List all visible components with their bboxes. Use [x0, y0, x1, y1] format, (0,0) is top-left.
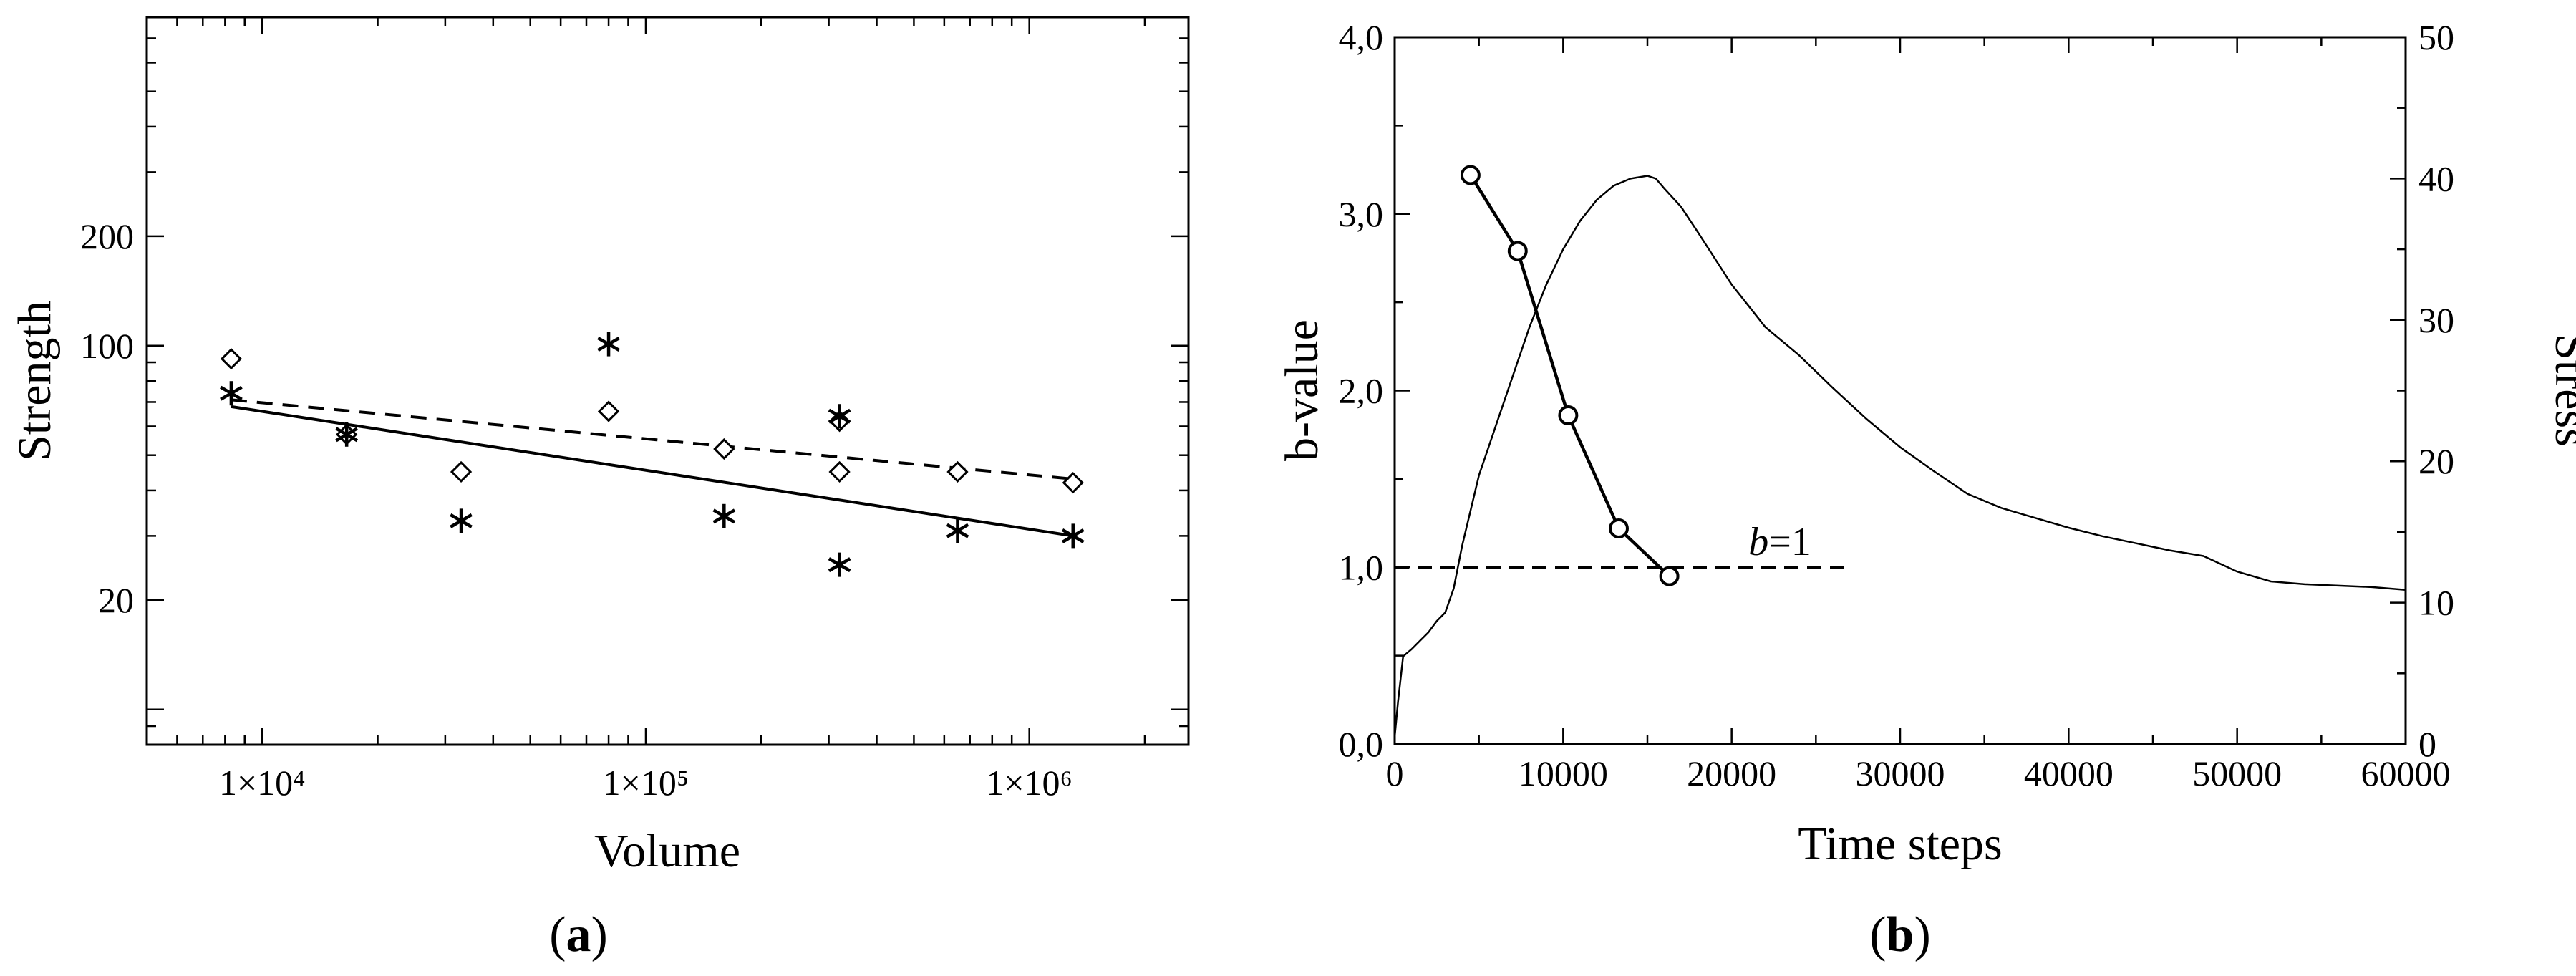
- b-value-point: [1507, 241, 1528, 261]
- x-tick-label: 40000: [2024, 753, 2113, 793]
- b-value-point: [1608, 518, 1629, 538]
- annotation-b: b: [1748, 520, 1768, 564]
- panel-b-caption: (b): [1869, 907, 1931, 962]
- diamond-marker: [450, 460, 473, 483]
- x-tick-label: 1×10⁶: [986, 763, 1072, 803]
- star-stroke: [946, 523, 969, 538]
- star-marker: [712, 503, 736, 528]
- panel-a-caption-letter: a: [566, 907, 591, 962]
- panel-b-tick-labels: 0 10000 20000 30000 40000 50000 60000 0,0 1,0 2,0…: [1339, 17, 2455, 793]
- star-stroke: [450, 513, 473, 528]
- x-tick-label: 0: [1386, 753, 1404, 793]
- y2-tick-label: 0: [2418, 724, 2436, 764]
- x-tick-label: 20000: [1687, 753, 1776, 793]
- star-marker: [450, 508, 473, 533]
- star-stroke: [828, 408, 851, 424]
- star-marker: [828, 404, 851, 429]
- star-marker: [597, 332, 620, 357]
- star-stroke: [1061, 528, 1085, 543]
- star-stroke: [220, 385, 243, 401]
- panel-b-x-axis-label: Time steps: [1798, 818, 2002, 870]
- solid-fit-line: [231, 405, 1074, 538]
- panel-b: 0 10000 20000 30000 40000 50000 60000 0,0 1,0 2,0…: [1276, 17, 2576, 962]
- b-value-point: [1558, 405, 1579, 426]
- panel-a-fit-lines: [231, 398, 1074, 538]
- annotation-eq: =1: [1768, 520, 1811, 564]
- star-marker: [946, 518, 969, 543]
- panel-a-tick-labels: 1×10⁴ 1×10⁵ 1×10⁶ 20 100 200: [80, 216, 1072, 803]
- y2-tick-label: 30: [2418, 300, 2454, 340]
- star-stroke: [335, 427, 359, 443]
- x-tick-label: 30000: [1856, 753, 1945, 793]
- x-tick-label: 1×10⁵: [603, 763, 689, 803]
- y2-tick-label: 20: [2418, 441, 2454, 481]
- y-tick-label: 1,0: [1339, 547, 1384, 587]
- panel-b-plot-frame: [1393, 36, 2407, 745]
- panel-a-markers: [220, 332, 1085, 577]
- y-tick-label: 2,0: [1339, 371, 1384, 411]
- panel-b-lines: [1393, 174, 2406, 738]
- dashed-fit-line: [231, 398, 1073, 480]
- y-tick-label: 20: [98, 580, 134, 620]
- x-tick-label: 60000: [2361, 753, 2451, 793]
- diamond-marker: [713, 438, 735, 460]
- star-marker: [828, 552, 851, 577]
- star-marker: [220, 381, 243, 406]
- y-tick-label: 3,0: [1339, 194, 1384, 234]
- b-value-point: [1460, 165, 1481, 185]
- panel-a-ticks: [145, 16, 1188, 746]
- b-value-point: [1659, 566, 1680, 586]
- y-tick-label: 4,0: [1339, 17, 1384, 57]
- x-tick-label: 50000: [2192, 753, 2282, 793]
- stress-line: [1393, 175, 2406, 738]
- x-tick-label: 10000: [1519, 753, 1608, 793]
- panel-b-y-axis-label: b-value: [1276, 319, 1328, 461]
- y2-tick-label: 40: [2418, 158, 2454, 198]
- panel-a-y-axis-label: Strength: [9, 301, 61, 461]
- b-value-line: [1468, 174, 1671, 578]
- y-tick-label: 200: [80, 216, 134, 256]
- star-marker: [1061, 523, 1085, 549]
- diamond-marker: [828, 460, 851, 483]
- panel-a-caption: (a): [549, 907, 608, 962]
- panel-a-plot-frame: [145, 16, 1190, 746]
- panel-b-caption-letter: b: [1887, 907, 1914, 962]
- star-stroke: [597, 337, 620, 352]
- diamond-marker: [946, 460, 969, 483]
- y2-tick-label: 10: [2418, 583, 2454, 623]
- diamond-marker: [597, 400, 620, 422]
- diamond-marker: [220, 348, 243, 370]
- y2-tick-label: 50: [2418, 17, 2454, 57]
- b-equals-1-annotation: b=1: [1748, 520, 1811, 564]
- panel-a-x-axis-label: Volume: [594, 825, 740, 877]
- diamond-marker: [1062, 472, 1084, 494]
- panel-b-y2-axis-label: Stress: [2545, 334, 2576, 447]
- x-tick-label: 1×10⁴: [219, 763, 306, 803]
- star-stroke: [828, 557, 851, 573]
- panel-b-ticks: [1393, 36, 2407, 745]
- y-tick-label: 0,0: [1339, 724, 1384, 764]
- star-marker: [335, 422, 359, 447]
- panel-b-markers: [1460, 165, 1680, 586]
- y-tick-label: 100: [80, 326, 134, 366]
- star-stroke: [712, 508, 736, 524]
